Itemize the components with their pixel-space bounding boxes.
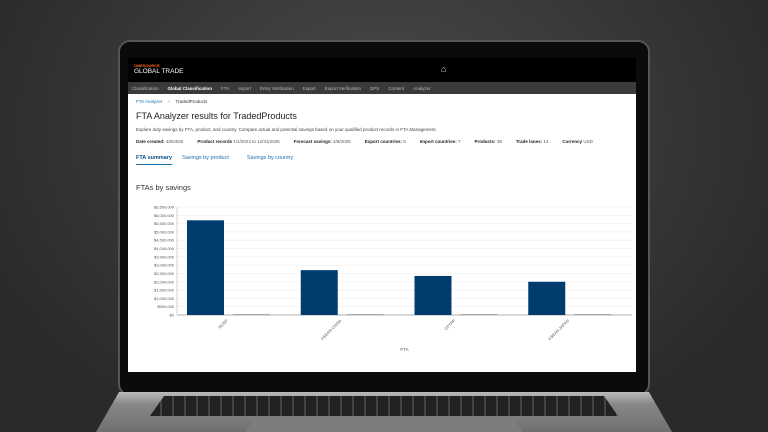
meta-value: 4/8/2025: [333, 139, 351, 144]
secondary-bar: [574, 314, 612, 315]
meta-value: 7: [458, 139, 461, 144]
y-tick-label: $4,000,000: [154, 246, 175, 251]
y-tick-label: $1,500,000: [154, 288, 175, 293]
brand-logo[interactable]: GLOBAL TRADE: [134, 68, 184, 75]
meta-item: Forecast savings: 4/8/2025: [294, 139, 351, 144]
y-tick-label: $0: [170, 313, 175, 318]
nav-item[interactable]: Classification: [132, 85, 159, 91]
page-description: Explore duty savings by FTA, product, an…: [136, 127, 437, 132]
tabs: FTA summary Savings by product Savings by …: [136, 155, 293, 165]
savings-bar: [300, 270, 338, 315]
y-tick-label: $3,500,000: [154, 254, 175, 259]
main-nav: Classification Global Classification FTA Im…: [128, 82, 636, 94]
y-tick-label: $2,000,000: [154, 279, 175, 284]
brand-small: ONESOURCE: [134, 63, 160, 68]
fta-savings-chart: $0 $500,000 $1,000,000 $1,500,000 $2,000,000…: [154, 205, 632, 352]
chart-title: FTAs by savings: [136, 183, 191, 192]
y-tick-label: $5,000,000: [154, 229, 175, 234]
tab[interactable]: Savings by product: [182, 155, 229, 161]
nav-item[interactable]: Analyzer: [413, 85, 431, 91]
meta-label: Products:: [474, 139, 496, 144]
nav-item[interactable]: Content: [388, 85, 405, 91]
meta-label: Date created:: [136, 139, 165, 144]
keyboard: [150, 396, 618, 416]
meta-value: 14: [543, 139, 549, 144]
tab[interactable]: Savings by country: [246, 155, 294, 161]
x-tick-label: ASEAN-JAPAN: [547, 318, 570, 341]
nav-item[interactable]: Import: [238, 85, 251, 91]
meta-label: Export countries:: [364, 139, 402, 144]
y-tick-label: $500,000: [157, 304, 174, 309]
trackpad: [245, 416, 523, 432]
meta-item: Import countries: 7: [420, 139, 461, 144]
meta-value: 39: [496, 139, 502, 144]
meta-label: Product records: [197, 139, 233, 144]
page-title: FTA Analyzer results for TradedProducts: [136, 111, 297, 121]
y-tick-label: $6,500,000: [154, 205, 175, 210]
y-tick-label: $5,500,000: [154, 221, 175, 226]
savings-bar: [528, 281, 566, 315]
meta-value: 4/8/2025: [165, 139, 184, 144]
savings-bar: [414, 275, 452, 315]
meta-label: Forecast savings:: [293, 139, 332, 144]
y-tick-label: $3,000,000: [154, 263, 175, 268]
meta-item: Export countries: 8: [365, 139, 406, 144]
tab[interactable]: FTA summary: [136, 155, 173, 165]
nav-item[interactable]: DPS: [370, 85, 380, 91]
meta-item: Date created: 4/8/2025: [136, 139, 183, 144]
secondary-bar: [460, 314, 498, 315]
nav-item[interactable]: Export: [302, 85, 316, 91]
meta-label: Currency: [562, 139, 583, 144]
secondary-bar: [233, 314, 270, 315]
x-tick-label: CPTPP: [443, 318, 456, 331]
x-tick-label: ASEAN-CHINA: [320, 318, 343, 341]
meta-label: Trade lanes:: [515, 139, 543, 144]
app-header: ONESOURCE GLOBAL TRADE ⌂: [128, 58, 636, 82]
y-tick-label: $4,500,000: [154, 238, 175, 243]
meta-value: USD: [583, 139, 593, 144]
breadcrumb-parent[interactable]: FTA Analyzer: [136, 99, 163, 104]
nav-item[interactable]: Export Verification: [324, 85, 362, 91]
nav-item[interactable]: Global Classification: [167, 85, 213, 91]
x-tick-label: RCEP: [217, 318, 229, 330]
breadcrumb: FTA Analyzer > TradedProducts: [136, 99, 207, 104]
breadcrumb-separator: >: [167, 99, 171, 104]
y-tick-label: $6,000,000: [154, 213, 175, 218]
meta-item: Product records 1/1/2023 to 12/31/2025: [197, 139, 279, 144]
nav-item[interactable]: FTA: [221, 85, 230, 91]
y-tick-label: $2,500,000: [154, 271, 175, 276]
home-icon[interactable]: ⌂: [441, 64, 447, 74]
summary-meta: Date created: 4/8/2025 Product records 1/…: [136, 139, 593, 144]
y-tick-label: $1,000,000: [154, 296, 175, 301]
meta-value: 8: [403, 139, 406, 144]
meta-item: Trade lanes: 14: [516, 139, 549, 144]
app-screen: ONESOURCE GLOBAL TRADE ⌂ Classification G…: [128, 58, 636, 372]
breadcrumb-current: TradedProducts: [175, 99, 208, 104]
nav-item[interactable]: Entry Verification: [259, 85, 294, 91]
meta-label: Import countries:: [419, 139, 457, 144]
savings-bar: [187, 220, 224, 315]
x-axis-label: FTA: [400, 347, 408, 352]
meta-value: 1/1/2023 to 12/31/2025: [233, 139, 280, 144]
meta-item: Currency USD: [562, 139, 593, 144]
meta-item: Products: 39: [475, 139, 502, 144]
secondary-bar: [346, 314, 384, 315]
